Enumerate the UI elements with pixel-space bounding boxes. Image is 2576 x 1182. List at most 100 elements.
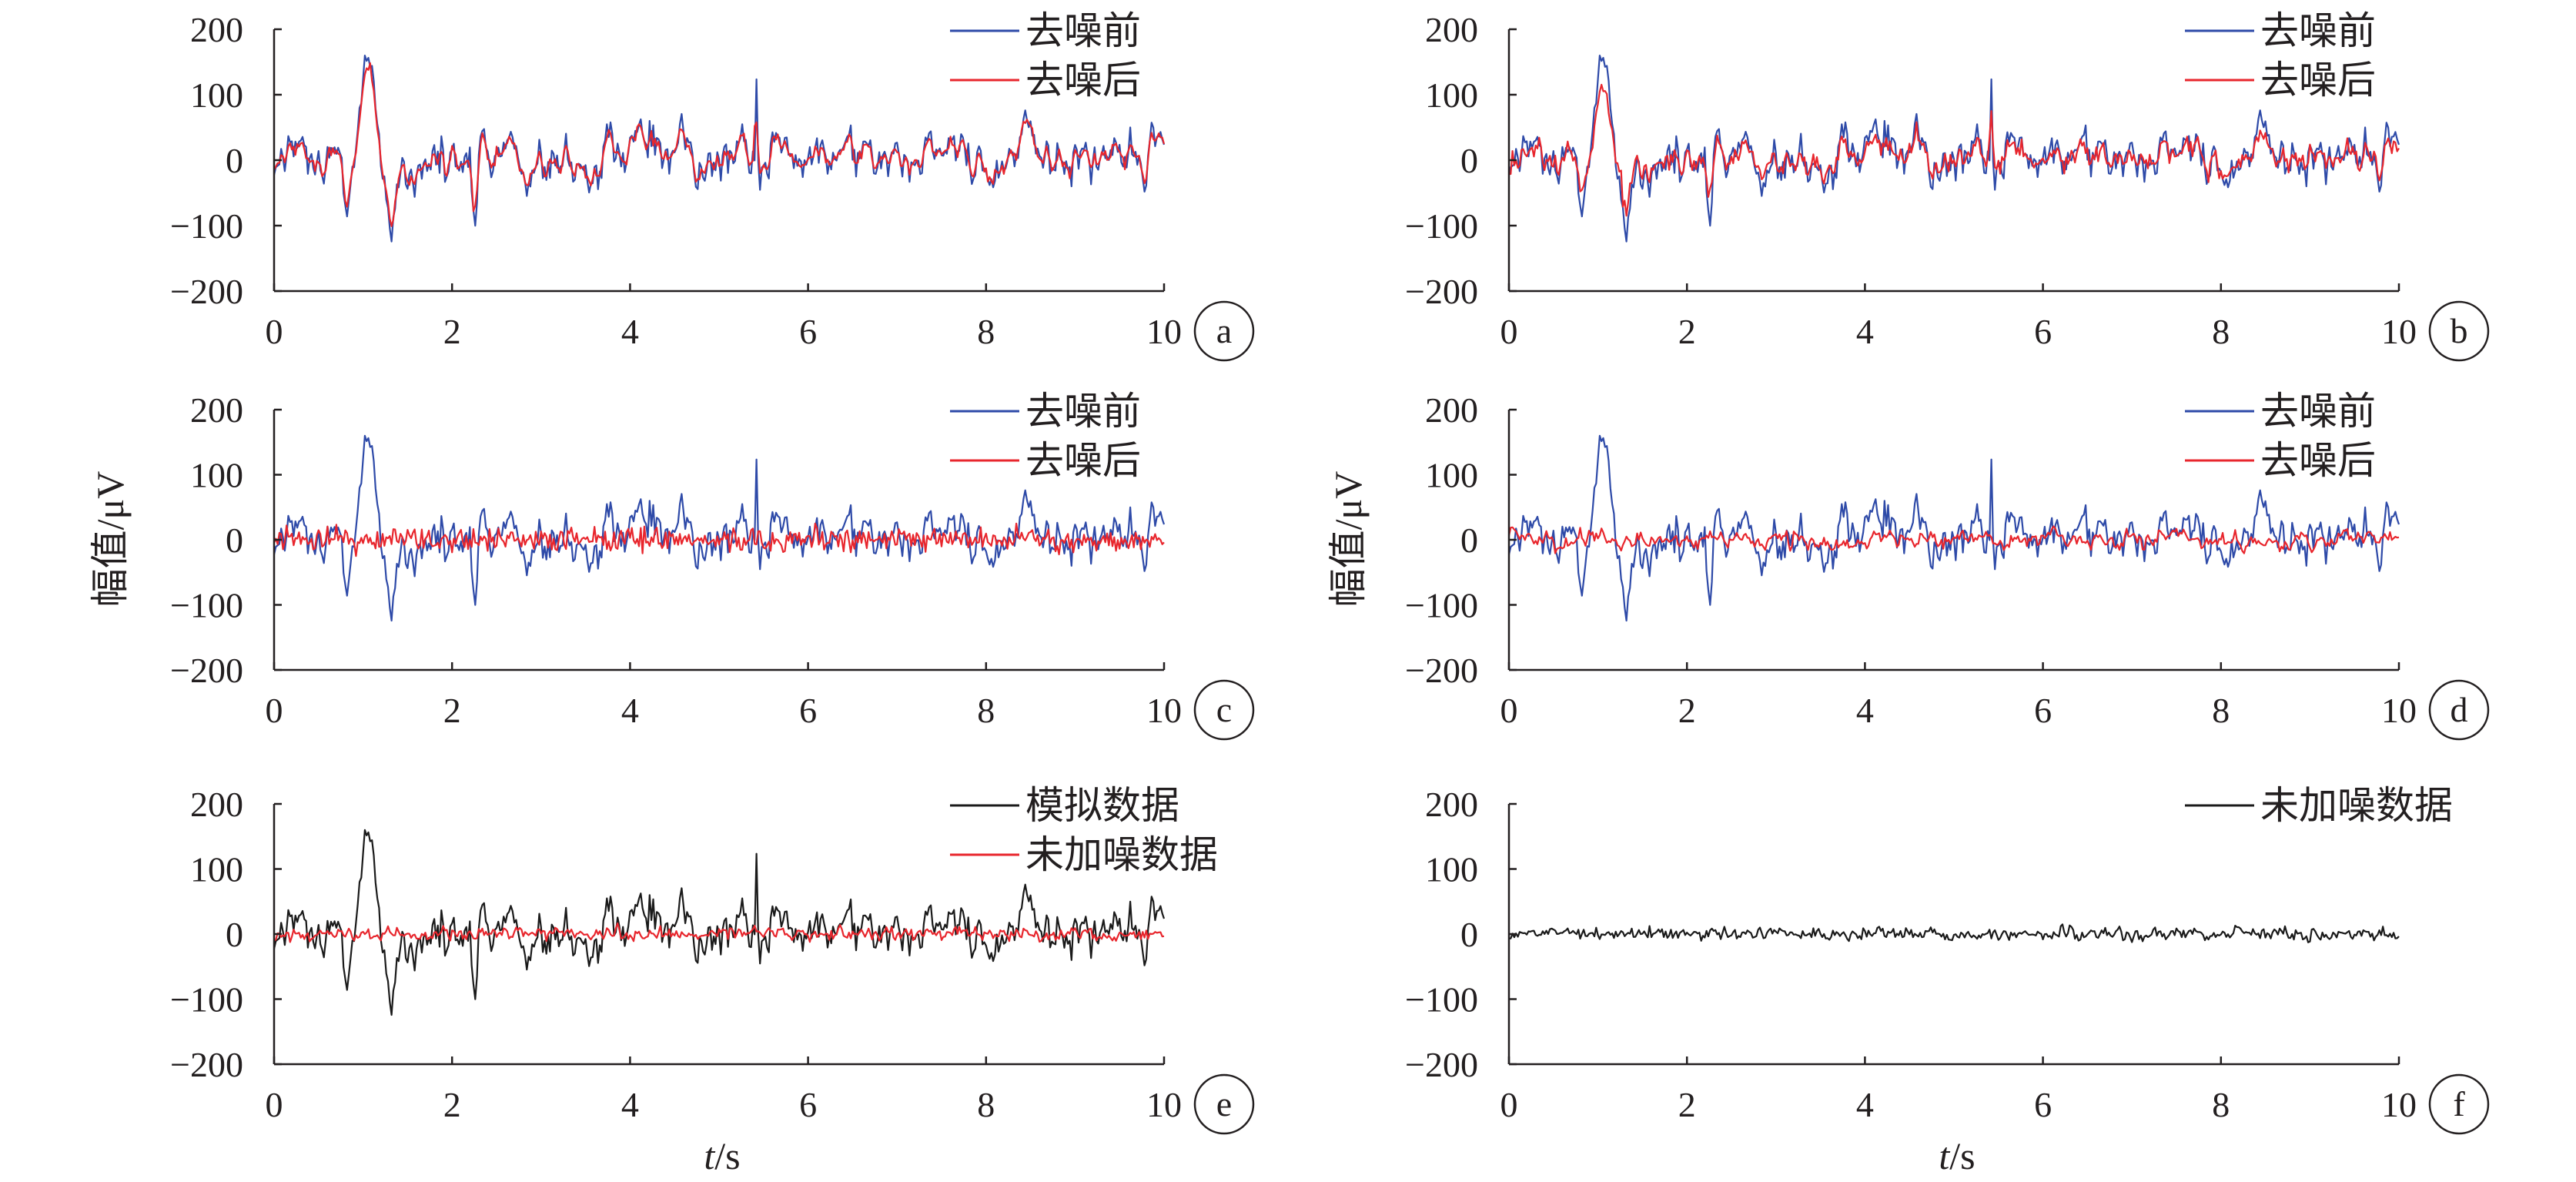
series-line-a-2	[273, 62, 1166, 227]
x-tick-label: 8	[977, 1085, 995, 1124]
panel-f: 200 100 0 −100 −200 0 2 4 6 8 10 未加噪数据 f	[1405, 784, 2490, 1135]
panel-letter-circle	[2428, 300, 2490, 362]
x-tick-label: 6	[2034, 312, 2052, 351]
x-tick-label: 6	[2034, 691, 2052, 730]
legend-entry: 未加噪数据	[1025, 833, 1218, 876]
y-tick-label: 100	[190, 850, 243, 889]
y-tick-label: 100	[190, 75, 243, 115]
panel-letter: c	[1216, 690, 1232, 729]
x-tick-label: 10	[1146, 691, 1182, 730]
y-axis-label-left: 幅值/μV	[89, 471, 132, 608]
x-tick-label: 0	[266, 312, 283, 351]
y-tick-label: 200	[190, 10, 243, 49]
legend-entry: 去噪前	[1025, 9, 1141, 52]
y-tick-label: 0	[1460, 915, 1478, 954]
y-tick-label: 200	[1425, 390, 1478, 430]
legend-entry: 去噪前	[2260, 390, 2376, 433]
x-tick-label: 10	[2381, 312, 2417, 351]
panel-letter-circle	[1193, 679, 1255, 741]
x-tick-label: 6	[799, 1085, 817, 1124]
series-line-e-2	[273, 922, 1165, 943]
series-line-c-2	[273, 522, 1165, 558]
x-tick-label: 2	[1678, 312, 1696, 351]
y-tick-label: 0	[226, 915, 243, 954]
legend-entry: 去噪后	[2260, 59, 2376, 102]
legend-entry: 去噪后	[1025, 59, 1141, 102]
x-tick-label: 8	[2212, 691, 2230, 730]
y-tick-label: −100	[170, 586, 243, 625]
y-tick-label: 100	[1425, 850, 1478, 889]
series-line-b-2	[1508, 83, 2400, 217]
y-tick-label: −200	[1405, 651, 1478, 690]
legend-entry: 未加噪数据	[2260, 784, 2453, 827]
y-tick-label: −200	[170, 272, 243, 311]
y-tick-label: 100	[1425, 456, 1478, 495]
x-tick-label: 4	[621, 312, 639, 351]
panel-letter: b	[2451, 311, 2468, 350]
legend-entry: 去噪后	[2260, 439, 2376, 482]
x-axis-label-right: t/s	[1939, 1134, 1975, 1177]
y-axis-label-right: 幅值/μV	[1326, 471, 1370, 608]
x-tick-label: 0	[1500, 691, 1518, 730]
x-tick-label: 8	[2212, 1085, 2230, 1124]
x-axis-label-left: t/s	[704, 1134, 740, 1177]
y-tick-label: 200	[190, 785, 243, 824]
x-tick-label: 0	[266, 1085, 283, 1124]
x-tick-label: 4	[621, 691, 639, 730]
x-tick-label: 8	[977, 691, 995, 730]
x-tick-label: 6	[799, 312, 817, 351]
panel-letter-circle	[1193, 300, 1255, 362]
y-tick-label: −100	[170, 980, 243, 1020]
x-tick-label: 6	[799, 691, 817, 730]
legend-entry: 去噪前	[1025, 390, 1141, 433]
y-tick-label: 100	[1425, 75, 1478, 115]
y-tick-label: −200	[1405, 1045, 1478, 1084]
y-tick-label: 200	[1425, 10, 1478, 49]
x-tick-label: 2	[1678, 691, 1696, 730]
y-tick-label: −200	[1405, 272, 1478, 311]
y-tick-label: 0	[1460, 521, 1478, 560]
x-tick-label: 8	[2212, 312, 2230, 351]
y-tick-label: 0	[226, 141, 243, 180]
x-tick-label: 8	[977, 312, 995, 351]
x-tick-label: 10	[1146, 1085, 1182, 1124]
panel-letter-circle	[2428, 1073, 2490, 1135]
legend-entry: 去噪前	[2260, 9, 2376, 52]
panel-letter-circle	[1193, 1073, 1255, 1135]
panel-letter-circle	[2428, 679, 2490, 741]
y-tick-label: −100	[1405, 586, 1478, 625]
x-tick-label: 4	[1856, 312, 1874, 351]
legend-entry: 模拟数据	[1025, 784, 1179, 827]
x-tick-label: 2	[1678, 1085, 1696, 1124]
y-tick-label: −100	[1405, 206, 1478, 246]
y-tick-label: −100	[170, 206, 243, 246]
y-tick-label: −200	[170, 651, 243, 690]
x-tick-label: 10	[2381, 1085, 2417, 1124]
y-tick-label: 0	[1460, 141, 1478, 180]
y-tick-label: 200	[1425, 785, 1478, 824]
legend-entry: 去噪后	[1025, 439, 1141, 482]
x-tick-label: 2	[443, 312, 461, 351]
x-tick-label: 0	[266, 691, 283, 730]
x-tick-label: 4	[1856, 691, 1874, 730]
panel-letter: f	[2453, 1084, 2465, 1123]
x-tick-label: 10	[2381, 691, 2417, 730]
panel-letter: d	[2451, 690, 2468, 729]
panel-letter: e	[1216, 1084, 1232, 1123]
series-line-f-1	[1508, 923, 2400, 943]
x-tick-label: 2	[443, 1085, 461, 1124]
y-tick-label: 100	[190, 456, 243, 495]
y-tick-label: 0	[226, 521, 243, 560]
x-tick-label: 10	[1146, 312, 1182, 351]
x-tick-label: 6	[2034, 1085, 2052, 1124]
x-tick-label: 2	[443, 691, 461, 730]
panel-letter: a	[1216, 311, 1232, 350]
series-line-d-2	[1507, 525, 2400, 554]
